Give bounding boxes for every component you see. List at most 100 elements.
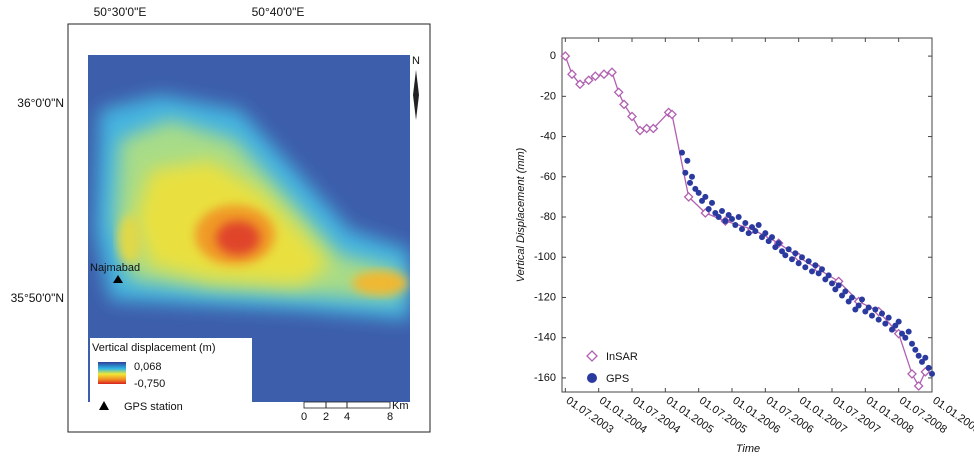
gps-point <box>739 226 745 233</box>
gps-point <box>819 266 825 273</box>
insar-point <box>613 87 624 98</box>
legend-min: -0,750 <box>134 378 165 390</box>
insar-point <box>683 191 694 202</box>
station-label: Najmabad <box>90 262 140 274</box>
scale-tick: 0 <box>301 411 307 423</box>
insar-point <box>599 69 609 80</box>
gps-point <box>755 222 762 229</box>
insar-point <box>641 123 652 134</box>
gps-point <box>809 268 815 275</box>
north-label: N <box>412 55 420 67</box>
gps-point <box>882 320 889 327</box>
legend-max: 0,068 <box>134 361 162 373</box>
station-marker <box>113 275 123 283</box>
gps-point <box>775 240 782 247</box>
gps-point <box>825 272 832 279</box>
gps-point <box>699 197 705 204</box>
gps-point <box>895 318 902 325</box>
legend-station: GPS station <box>124 401 183 413</box>
gps-point <box>892 322 899 329</box>
longitude-label: 50°40'0"E <box>252 5 305 19</box>
gps-point <box>832 286 839 293</box>
insar-point <box>590 71 601 82</box>
y-tick-label: -80 <box>540 211 556 223</box>
gps-point <box>902 334 909 341</box>
gps-point <box>772 244 779 251</box>
gps-point <box>729 216 735 223</box>
gps-point <box>687 179 693 186</box>
insar-point <box>560 51 571 62</box>
gps-point <box>705 205 712 212</box>
gps-point <box>725 212 732 218</box>
gps-point <box>915 352 922 359</box>
insar-point <box>583 75 594 86</box>
gps-point <box>849 294 855 301</box>
gps-point <box>732 222 739 229</box>
insar-point <box>607 67 617 78</box>
legend-label: GPS <box>606 373 629 385</box>
gps-point <box>815 270 822 277</box>
legend-station-marker <box>99 401 109 410</box>
legend-marker <box>586 350 598 362</box>
gps-point <box>695 189 702 196</box>
chart: Vertical Displacement (mm) Time 0 -20 -40 -… <box>515 37 974 455</box>
insar-point <box>627 111 637 122</box>
gps-point <box>759 234 765 241</box>
scale-bar: 0 2 4 8 Km <box>301 400 409 423</box>
gps-point <box>802 264 809 271</box>
gps-point <box>855 302 862 309</box>
scale-tick: 8 <box>387 411 393 423</box>
insar-point <box>667 109 677 120</box>
gps-point <box>719 207 725 214</box>
gps-point <box>879 310 885 317</box>
insar-point <box>648 123 659 134</box>
north-arrow <box>413 70 419 120</box>
insar-point <box>907 368 917 379</box>
gps-point <box>885 314 892 321</box>
gps-point <box>909 340 915 347</box>
scale-tick: 4 <box>344 411 350 423</box>
legend-label: InSAR <box>606 351 638 363</box>
gps-point <box>912 346 919 353</box>
legend-marker <box>587 373 597 383</box>
y-axis-title: Vertical Displacement (mm) <box>515 147 527 282</box>
gps-point <box>742 220 749 227</box>
y-tick-label: -20 <box>540 90 556 102</box>
plot-frame <box>561 37 933 393</box>
gps-point <box>709 199 715 206</box>
gps-point <box>795 260 802 267</box>
y-tick-label: 0 <box>550 50 556 62</box>
gps-point <box>735 214 742 221</box>
gps-point <box>862 308 869 315</box>
gps-point <box>792 250 799 257</box>
gps-point <box>702 193 709 200</box>
gps-point <box>689 173 695 180</box>
gps-point <box>684 157 691 164</box>
gps-point <box>899 330 905 337</box>
gps-point <box>929 370 935 377</box>
gps-point <box>925 364 932 371</box>
x-axis-title: Time <box>736 443 760 454</box>
y-tick-label: -40 <box>540 131 556 143</box>
gps-point <box>749 224 755 231</box>
gps-point <box>762 230 769 237</box>
gps-point <box>869 312 875 319</box>
scale-tick: 2 <box>323 411 329 423</box>
latitude-label: 35°50'0"N <box>11 291 64 305</box>
gps-point <box>829 280 835 287</box>
gps-point <box>922 354 929 361</box>
gps-point <box>859 296 865 303</box>
gps-point <box>722 218 729 225</box>
y-tick-label: -140 <box>534 332 556 344</box>
latitude-label: 36°0'0"N <box>17 96 64 110</box>
gps-point <box>715 214 722 221</box>
gps-point <box>779 248 785 255</box>
gps-point <box>789 256 795 263</box>
insar-point <box>913 381 924 391</box>
gps-point <box>812 262 819 269</box>
gps-point <box>752 228 759 235</box>
gps-point <box>919 358 925 365</box>
y-tick-label: -120 <box>534 291 556 303</box>
